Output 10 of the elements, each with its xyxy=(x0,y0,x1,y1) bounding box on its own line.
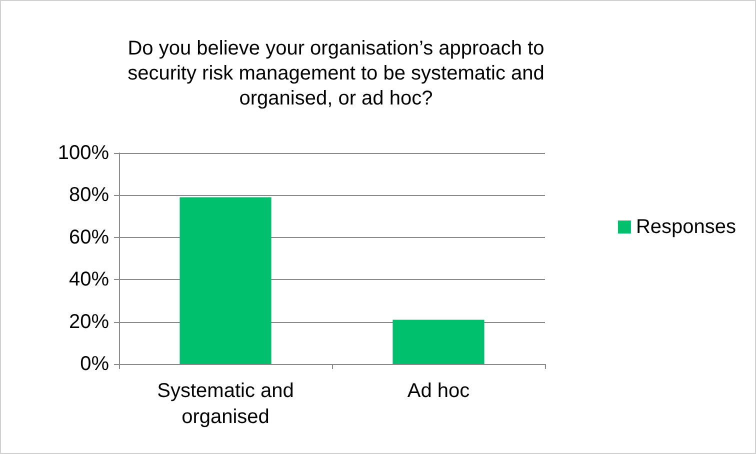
x-tick-label: Ad hoc xyxy=(407,380,470,402)
chart-title: Do you believe your organisation’s approach to security risk management to be systematic and organised, or ad hoc? xyxy=(128,38,544,110)
y-tick-label: 60% xyxy=(68,226,110,248)
y-tick-label: 20% xyxy=(68,310,110,333)
y-tick-label: 100% xyxy=(58,142,110,164)
y-tick-label: 40% xyxy=(68,268,110,291)
y-tick-label: 0% xyxy=(80,353,110,375)
legend-label: Responses xyxy=(636,216,736,238)
y-tick-label: 80% xyxy=(68,184,110,206)
x-tick-label: Systematic and organised xyxy=(157,380,294,428)
